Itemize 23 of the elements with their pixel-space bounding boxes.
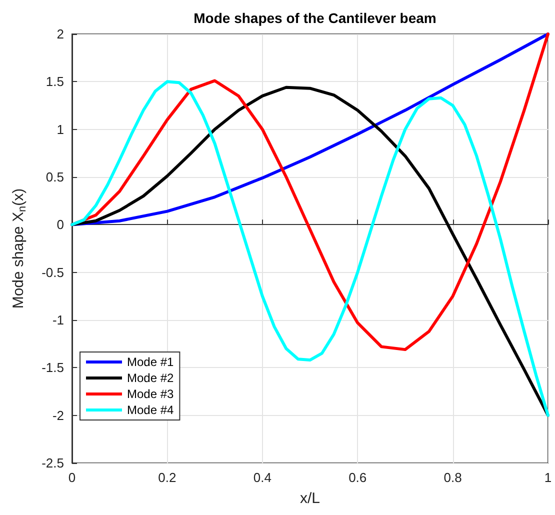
x-tick-label: 0 [68,470,76,485]
y-tick-label: -2.5 [42,456,64,470]
x-axis-title: x/L [300,490,320,507]
y-tick-label: 0 [56,217,64,232]
x-tick-label: 0.4 [253,470,272,485]
x-tick-label: 0.2 [158,470,176,485]
legend-label: Mode #3 [127,387,174,401]
y-tick-label: -2 [52,408,64,423]
legend-label: Mode #1 [127,355,174,369]
y-tick-label: 2 [56,26,64,42]
y-tick-label: -1.5 [42,360,64,376]
y-tick-label: 1 [56,122,64,137]
x-tick-label: 0.8 [444,470,462,485]
x-tick-label: 1 [544,470,552,485]
legend-label: Mode #2 [127,371,174,385]
y-tick-label: -0.5 [42,264,64,280]
y-tick-label: 0.5 [46,170,64,184]
y-axis-title: Mode shape Xn(x) [10,188,28,309]
y-tick-label: 1.5 [46,74,64,90]
legend-label: Mode #4 [127,403,174,417]
x-tick-label: 0.6 [348,470,367,485]
chart-title: Mode shapes of the Cantilever beam [194,10,436,26]
y-tick-label: -1 [52,312,64,328]
